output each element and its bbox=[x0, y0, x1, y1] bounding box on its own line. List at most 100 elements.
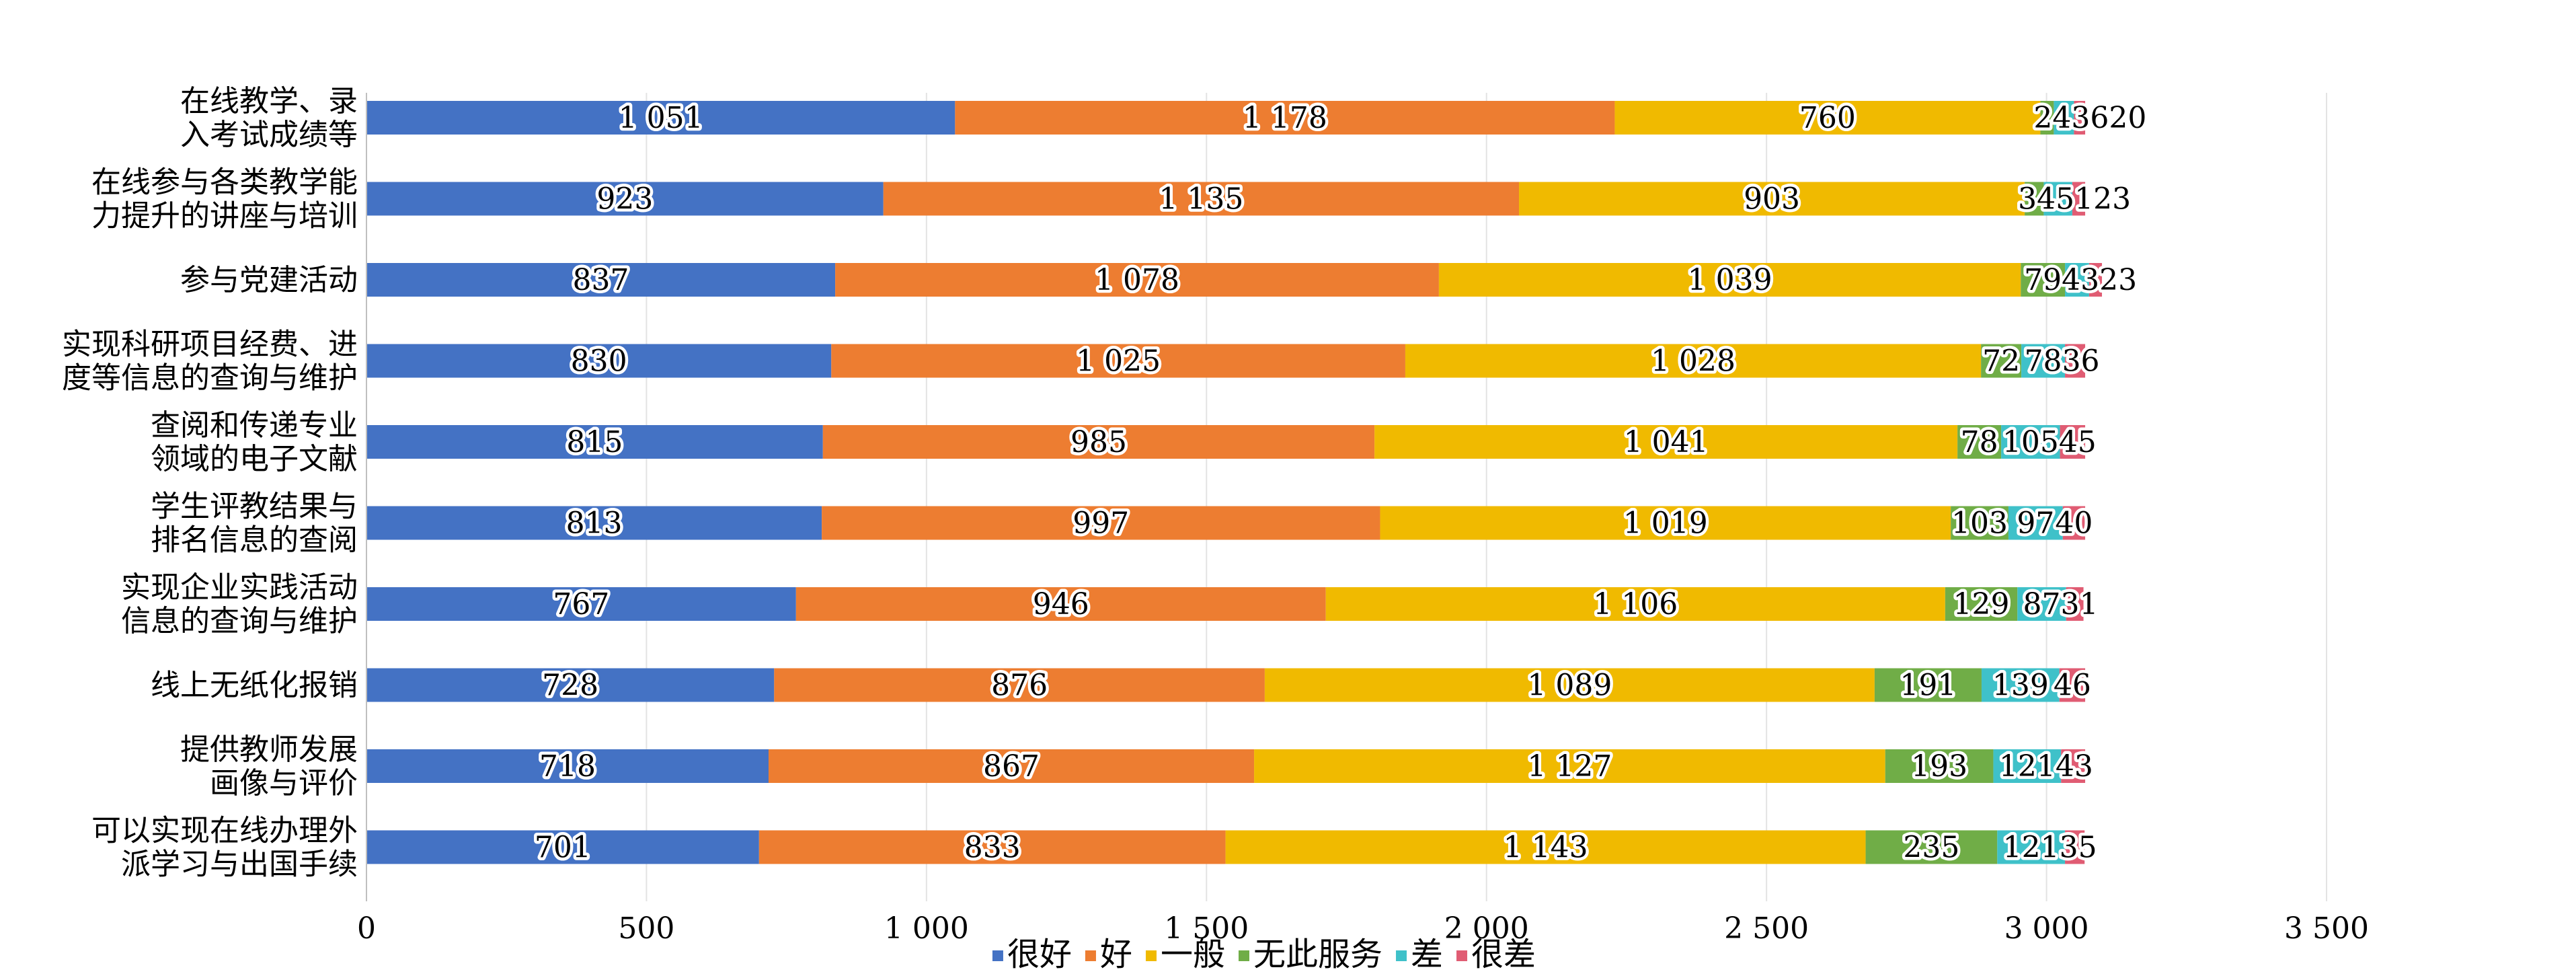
category-label: 线上无纸化报销 bbox=[151, 669, 358, 703]
data-label: 72 bbox=[1982, 344, 2020, 379]
legend-label: 很好 bbox=[1007, 936, 1072, 973]
data-label: 1 143 bbox=[1504, 831, 1588, 865]
bar-segment bbox=[2065, 830, 2085, 864]
category-label: 提供教师发展画像与评价 bbox=[180, 732, 358, 800]
bar-segment bbox=[2021, 344, 2066, 378]
bar-segment bbox=[2062, 506, 2086, 540]
x-tick-label: 500 bbox=[618, 911, 674, 946]
data-label: 701 bbox=[535, 831, 591, 865]
legend-label: 很差 bbox=[1471, 936, 1536, 973]
data-label: 1 025 bbox=[1076, 344, 1161, 379]
legend-item: 很差 bbox=[1456, 936, 1536, 973]
bar-segment bbox=[1405, 344, 1982, 378]
bar-segment bbox=[1865, 830, 1998, 864]
data-label: 946 bbox=[1033, 587, 1089, 621]
data-label: 867 bbox=[983, 749, 1040, 784]
x-tick-label: 3 500 bbox=[2284, 911, 2369, 946]
legend-item: 好 bbox=[1085, 936, 1132, 973]
x-tick-label: 1 000 bbox=[884, 911, 969, 946]
data-label: 34 bbox=[2018, 182, 2056, 217]
bar-segment bbox=[366, 749, 769, 783]
bar-segment bbox=[1951, 506, 2008, 540]
bar-segment bbox=[366, 182, 884, 216]
bar-segment bbox=[822, 506, 1380, 540]
data-label: 35 bbox=[2060, 831, 2097, 865]
bar-segment bbox=[366, 425, 823, 459]
data-label: 36 bbox=[2062, 344, 2100, 379]
category-label: 可以实现在线办理外派学习与出国手续 bbox=[91, 814, 358, 882]
bar-segment bbox=[822, 425, 1375, 459]
bar-segment bbox=[366, 506, 822, 540]
bar-segment bbox=[758, 830, 1226, 864]
data-label: 23 bbox=[2093, 182, 2131, 217]
data-label: 79 bbox=[2024, 263, 2062, 297]
x-tick-label: 2 000 bbox=[1444, 911, 1529, 946]
category-label: 参与党建活动 bbox=[180, 263, 358, 297]
category-label: 在线教学、录入考试成绩等 bbox=[180, 84, 358, 152]
legend: 很好好一般 无此服务差很差 bbox=[992, 936, 1536, 973]
bar-segment bbox=[1519, 182, 2025, 216]
data-label: 235 bbox=[1903, 831, 1959, 865]
category-label: 实现企业实践活动信息的查询与维护 bbox=[121, 570, 358, 638]
data-label: 40 bbox=[2055, 506, 2093, 541]
data-label: 1 078 bbox=[1095, 263, 1179, 297]
bar-segment bbox=[2065, 344, 2086, 378]
x-tick-label: 2 500 bbox=[1724, 911, 1809, 946]
bar-segment bbox=[2001, 425, 2060, 459]
data-label: 760 bbox=[1799, 101, 1856, 135]
data-label: 1 051 bbox=[619, 101, 703, 135]
bar-segment bbox=[883, 182, 1520, 216]
bar-segment bbox=[835, 263, 1439, 297]
data-label: 121 bbox=[1999, 749, 2056, 784]
category-label: 在线参与各类教学能力提升的讲座与培训 bbox=[91, 165, 358, 233]
data-label: 31 bbox=[2060, 587, 2098, 621]
bar-segment bbox=[2025, 182, 2044, 216]
bar-segment bbox=[955, 101, 1615, 135]
category-label: 学生评教结果与排名信息的查阅 bbox=[151, 490, 358, 558]
bars bbox=[366, 101, 2103, 864]
bar-segment bbox=[1957, 425, 2002, 459]
bar-segment bbox=[1225, 830, 1866, 864]
bar-segment bbox=[366, 668, 775, 702]
data-label: 43 bbox=[2062, 263, 2099, 297]
category-label: 查阅和传递专业领域的电子文献 bbox=[151, 408, 358, 476]
x-tick-label: 3 000 bbox=[2004, 911, 2089, 946]
legend-swatch bbox=[1239, 950, 1249, 961]
bar-segment bbox=[2065, 263, 2089, 297]
data-label: 1 106 bbox=[1593, 587, 1678, 621]
legend-item: 很好 bbox=[992, 936, 1072, 973]
data-label: 815 bbox=[566, 425, 623, 459]
bar-segment bbox=[2043, 182, 2072, 216]
category-label: 实现科研项目经费、进度等信息的查询与维护 bbox=[62, 328, 358, 395]
legend-label: 好 bbox=[1100, 936, 1132, 973]
bar-segment bbox=[1945, 587, 2018, 621]
bar-segment bbox=[1614, 101, 2041, 135]
bar-segment bbox=[1885, 749, 1994, 783]
data-label: 87 bbox=[2023, 587, 2060, 621]
bar-segment bbox=[774, 668, 1265, 702]
bar-segment bbox=[2021, 263, 2066, 297]
x-tick-label: 1 500 bbox=[1164, 911, 1249, 946]
data-label: 1 127 bbox=[1527, 749, 1612, 784]
bar-segment bbox=[2008, 506, 2063, 540]
bar-segment bbox=[1380, 506, 1951, 540]
bar-segment bbox=[1438, 263, 2021, 297]
bar-segment bbox=[2074, 101, 2086, 135]
bar-segment bbox=[831, 344, 1405, 378]
data-label: 97 bbox=[2017, 506, 2054, 541]
bar-segment bbox=[2040, 101, 2054, 135]
legend-swatch bbox=[1145, 950, 1157, 961]
data-label: 903 bbox=[1744, 182, 1800, 217]
bar-segment bbox=[1981, 668, 2060, 702]
data-label: 46 bbox=[2054, 669, 2091, 703]
axes: 0 500 1 000 1 500 2 000 2 500 3 000 3 500 在线教学、录… bbox=[62, 84, 2369, 946]
data-label: 43 bbox=[2056, 749, 2093, 784]
data-label: 833 bbox=[964, 831, 1021, 865]
data-label: 139 bbox=[1992, 669, 2049, 703]
bar-segment bbox=[2089, 263, 2103, 297]
bar-segment bbox=[366, 101, 955, 135]
legend-swatch bbox=[1085, 950, 1096, 961]
